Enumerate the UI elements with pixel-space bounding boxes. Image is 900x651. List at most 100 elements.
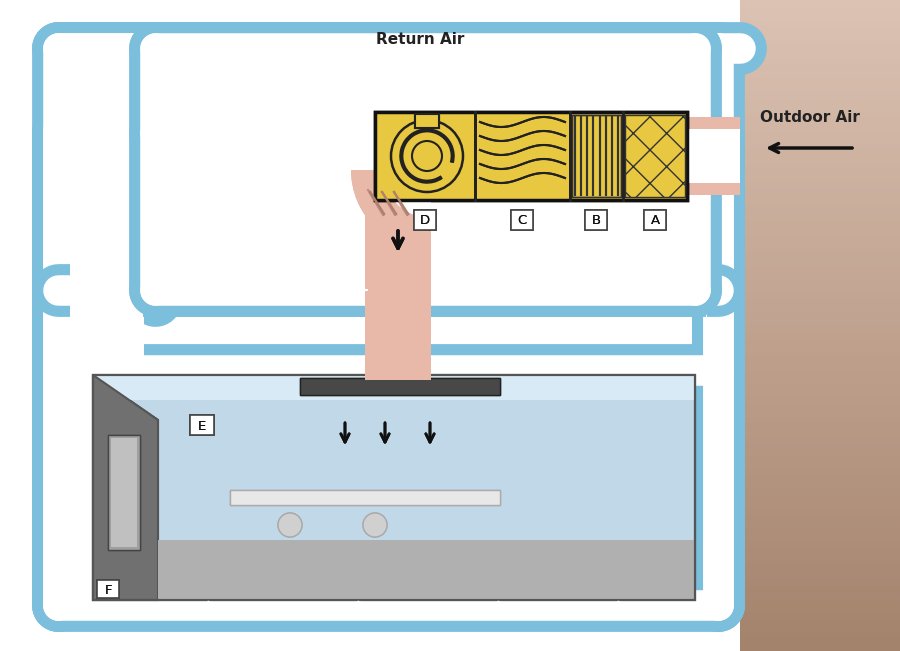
Bar	[735, 326, 900, 333]
Bar	[735, 156, 900, 163]
Bar	[93, 375, 695, 400]
Bar	[687, 129, 740, 183]
Bar	[687, 129, 740, 183]
Bar	[415, 114, 439, 128]
Bar	[0, 0, 740, 651]
Bar	[706, 48, 707, 300]
Bar	[735, 410, 900, 417]
Text: C: C	[518, 214, 526, 227]
Bar	[735, 612, 900, 619]
Polygon shape	[158, 540, 695, 600]
Bar	[511, 210, 533, 230]
Bar	[735, 221, 900, 229]
Bar	[415, 114, 439, 128]
Bar	[735, 143, 900, 150]
Bar	[735, 332, 900, 339]
Bar	[687, 117, 740, 195]
Bar	[735, 46, 900, 53]
Bar	[735, 7, 900, 14]
Bar	[735, 469, 900, 476]
Bar	[167, 200, 683, 290]
Bar	[735, 52, 900, 59]
Bar	[735, 286, 900, 294]
Bar	[166, 48, 241, 300]
Wedge shape	[351, 170, 431, 250]
Bar	[735, 358, 900, 365]
Bar	[735, 98, 900, 105]
Text: F: F	[104, 583, 112, 596]
Bar	[735, 0, 900, 7]
Text: Outdoor Air: Outdoor Air	[760, 111, 860, 126]
Bar	[735, 182, 900, 189]
Bar	[365, 170, 431, 380]
Bar	[735, 273, 900, 281]
Bar	[300, 378, 500, 395]
Text: D: D	[420, 214, 430, 227]
Bar	[735, 488, 900, 495]
Bar	[97, 580, 119, 598]
Bar	[735, 228, 900, 235]
Bar	[735, 104, 900, 111]
Bar	[735, 443, 900, 450]
Bar	[735, 137, 900, 144]
Bar	[735, 234, 900, 242]
Bar	[375, 112, 687, 200]
Bar	[735, 456, 900, 463]
Bar	[644, 210, 666, 230]
Bar	[735, 267, 900, 274]
Bar	[111, 438, 137, 547]
Bar	[97, 580, 119, 598]
Bar	[735, 553, 900, 561]
Bar	[111, 438, 137, 547]
Bar	[735, 638, 900, 645]
Bar	[735, 417, 900, 424]
Bar	[365, 170, 431, 380]
Bar	[735, 91, 900, 98]
Bar	[735, 560, 900, 567]
Circle shape	[363, 513, 387, 537]
Bar	[414, 210, 436, 230]
Bar	[735, 436, 900, 443]
Bar	[735, 72, 900, 79]
Bar	[735, 293, 900, 300]
Bar	[585, 210, 607, 230]
Bar	[735, 280, 900, 287]
Bar	[190, 415, 214, 435]
Bar	[735, 631, 900, 639]
Text: A: A	[651, 214, 660, 227]
Bar	[735, 299, 900, 307]
Bar	[735, 65, 900, 72]
Bar	[735, 241, 900, 248]
Bar	[735, 482, 900, 489]
Bar	[735, 384, 900, 391]
Bar	[735, 644, 900, 651]
Circle shape	[412, 141, 442, 171]
Bar	[735, 169, 900, 176]
Bar	[190, 415, 214, 435]
Bar	[735, 345, 900, 352]
Bar	[644, 210, 666, 230]
Wedge shape	[383, 170, 431, 218]
Bar	[735, 378, 900, 385]
Bar	[735, 547, 900, 554]
Text: E: E	[198, 419, 206, 432]
Bar	[706, 60, 707, 358]
Bar	[735, 521, 900, 528]
Text: F: F	[104, 583, 112, 596]
Bar	[735, 495, 900, 502]
Bar	[735, 527, 900, 534]
Bar	[735, 39, 900, 46]
Bar	[511, 210, 533, 230]
Bar	[735, 189, 900, 196]
Text: B: B	[591, 214, 600, 227]
Circle shape	[278, 513, 302, 537]
Bar	[735, 586, 900, 593]
Bar	[735, 605, 900, 613]
Bar	[735, 404, 900, 411]
Bar	[585, 210, 607, 230]
Bar	[69, 59, 144, 594]
Bar	[735, 514, 900, 521]
Bar	[735, 33, 900, 40]
Polygon shape	[93, 375, 158, 600]
Bar	[735, 475, 900, 482]
